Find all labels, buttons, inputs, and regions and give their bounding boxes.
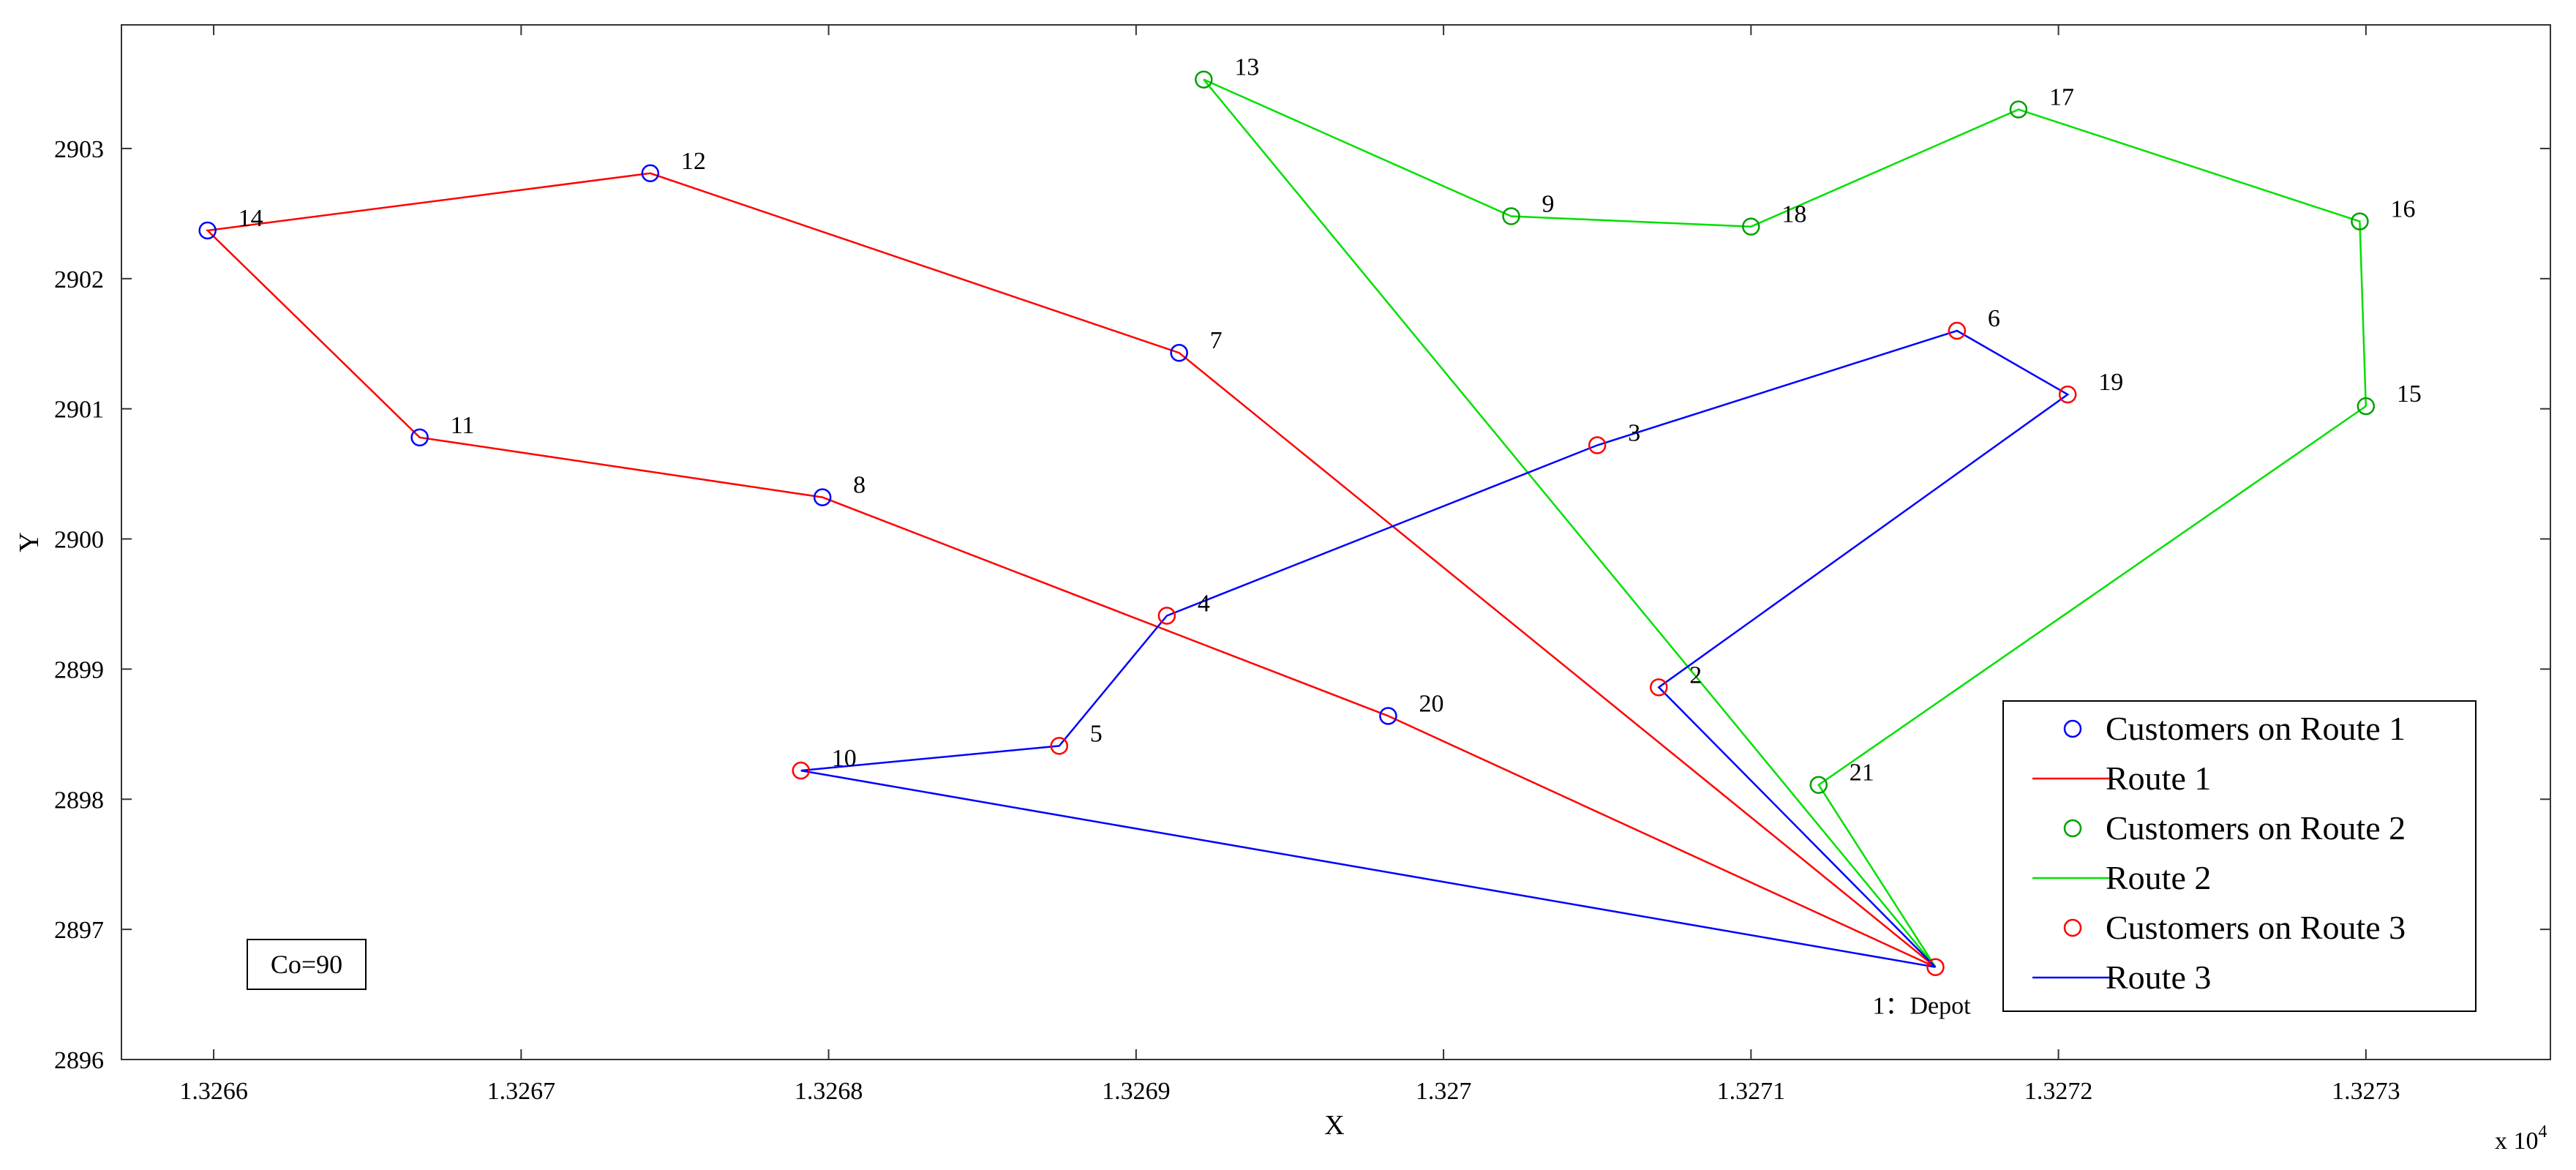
x-tick-label-4: 1.327 xyxy=(1416,1078,1472,1105)
customer-marker-5 xyxy=(1050,737,1069,755)
y-tick-label-7: 2903 xyxy=(54,136,104,163)
point-label-15: 15 xyxy=(2397,380,2422,408)
customer-marker-7 xyxy=(1170,343,1188,362)
legend-label-0: Customers on Route 1 xyxy=(2106,710,2406,747)
legend-box xyxy=(2002,700,2477,1012)
customer-marker-1 xyxy=(1926,958,1945,976)
y-tick-label-4: 2900 xyxy=(54,527,104,554)
legend-marker-2 xyxy=(2063,819,2082,838)
y-tick-label-2: 2898 xyxy=(54,787,104,814)
point-label-11: 11 xyxy=(451,412,475,439)
point-label-21: 21 xyxy=(1850,760,1874,787)
point-label-6: 6 xyxy=(1988,305,2000,332)
route-3-line xyxy=(800,329,2070,968)
customer-marker-16 xyxy=(2351,212,2369,230)
point-label-4: 4 xyxy=(1198,590,1210,617)
y-tick-label-3: 2899 xyxy=(54,656,104,683)
co-annotation-box: Co=90 xyxy=(247,939,367,990)
point-label-8: 8 xyxy=(853,472,865,499)
customer-marker-10 xyxy=(792,761,811,780)
customer-marker-20 xyxy=(1379,707,1397,725)
x-axis-label: X xyxy=(1324,1110,1344,1141)
x-tick-label-2: 1.3268 xyxy=(795,1078,863,1105)
point-label-12: 12 xyxy=(681,148,706,175)
legend-label-4: Customers on Route 3 xyxy=(2106,909,2406,946)
point-label-7: 7 xyxy=(1210,327,1223,354)
legend-label-1: Route 1 xyxy=(2106,760,2211,797)
point-label-1: 1：Depot xyxy=(1872,993,1971,1020)
customer-marker-17 xyxy=(2009,100,2028,119)
x-tick-label-7: 1.3273 xyxy=(2332,1078,2400,1105)
point-label-9: 9 xyxy=(1542,190,1555,217)
x-tick-label-5: 1.3271 xyxy=(1717,1078,1786,1105)
x-tick-label-3: 1.3269 xyxy=(1102,1078,1171,1105)
point-label-13: 13 xyxy=(1234,54,1259,81)
legend-label-3: Route 2 xyxy=(2106,859,2211,896)
route-1-line xyxy=(205,172,1937,968)
x-tick-label-0: 1.3266 xyxy=(179,1078,248,1105)
point-label-16: 16 xyxy=(2390,196,2415,223)
customer-marker-4 xyxy=(1157,607,1176,625)
x-axis-ticks: 1.3266 1.3267 1.3268 1.3269 1.327 1.3271 1.327… xyxy=(179,25,2400,1105)
point-label-3: 3 xyxy=(1628,419,1640,446)
legend: Customers on Route 1 Route 1 Customers on … xyxy=(2002,700,2477,1012)
legend-label-5: Route 3 xyxy=(2106,959,2211,996)
legend-marker-4 xyxy=(2063,918,2082,937)
customer-marker-6 xyxy=(1948,321,1967,340)
y-tick-label-6: 2902 xyxy=(54,266,104,293)
customer-marker-13 xyxy=(1195,70,1213,89)
customer-marker-15 xyxy=(2357,397,2376,416)
point-labels: 1：Depot 2 3 4 5 6 7 8 9 10 11 12 13 14 15 16 17 18 19 20 21 xyxy=(239,54,2422,1020)
customer-marker-9 xyxy=(1502,207,1520,225)
y-tick-label-1: 2897 xyxy=(54,917,104,944)
customer-marker-19 xyxy=(2058,385,2077,404)
route-lines xyxy=(205,78,2367,968)
x-exponent-power: 4 xyxy=(2539,1122,2547,1141)
y-axis-label: Y xyxy=(14,532,45,552)
customer-markers xyxy=(198,70,2376,976)
route-2-line xyxy=(1203,78,2367,968)
point-label-5: 5 xyxy=(1090,720,1103,747)
co-annotation-text: Co=90 xyxy=(271,950,342,979)
y-tick-label-0: 2896 xyxy=(54,1047,104,1074)
point-label-10: 10 xyxy=(832,745,857,772)
customer-marker-14 xyxy=(198,221,217,240)
x-tick-label-6: 1.3272 xyxy=(2024,1078,2093,1105)
y-tick-label-5: 2901 xyxy=(54,397,104,424)
point-label-18: 18 xyxy=(1781,201,1806,228)
customer-marker-11 xyxy=(410,428,429,447)
legend-label-2: Customers on Route 2 xyxy=(2106,809,2406,847)
point-label-17: 17 xyxy=(2049,84,2074,111)
point-label-14: 14 xyxy=(239,205,263,232)
customer-marker-2 xyxy=(1650,678,1668,697)
point-label-2: 2 xyxy=(1689,661,1702,689)
point-label-20: 20 xyxy=(1419,690,1443,717)
legend-marker-0 xyxy=(2063,719,2082,738)
x-exponent-label: x 104 xyxy=(2495,1122,2547,1155)
customer-marker-12 xyxy=(641,164,660,183)
point-label-19: 19 xyxy=(2098,369,2123,396)
customer-marker-3 xyxy=(1588,436,1607,454)
x-tick-label-1: 1.3267 xyxy=(487,1078,556,1105)
customer-marker-8 xyxy=(813,488,832,506)
customer-marker-18 xyxy=(1742,217,1760,236)
customer-marker-21 xyxy=(1809,776,1828,794)
x-exponent-base: x 10 xyxy=(2495,1128,2539,1155)
